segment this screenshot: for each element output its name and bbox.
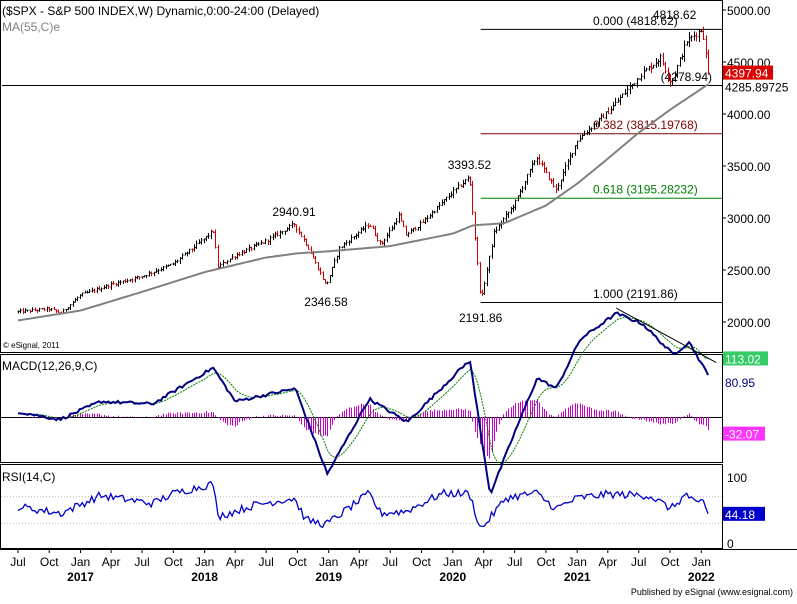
x-axis-year-label: 2020 [439, 570, 466, 584]
rsi-legend: RSI(14,C) [2, 470, 55, 484]
fib-level-label: 0.000 (4818.62) [593, 14, 678, 28]
fib-level-label: 0.618 (3195.28232) [593, 183, 698, 197]
macd-value-box [723, 376, 759, 390]
price-axis-label: 3500.00 [727, 160, 771, 174]
x-axis-label: Jan [195, 555, 214, 569]
chart-title: ($SPX - S&P 500 INDEX,W) Dynamic,0:00-24… [2, 4, 319, 18]
x-axis-label: Jul [10, 555, 25, 569]
x-axis-label: Apr [474, 555, 493, 569]
x-axis-year-label: 2017 [67, 570, 94, 584]
macd-value: 80.95 [725, 376, 755, 390]
x-axis-label: Oct [288, 555, 307, 569]
ma-line [17, 83, 709, 322]
price-annotation: 4818.62 [653, 8, 697, 22]
macd-hist-value: -32.07 [725, 428, 759, 442]
x-axis-label: Oct [164, 555, 183, 569]
x-axis-label: Oct [537, 555, 556, 569]
x-axis-label: Jan [568, 555, 587, 569]
x-axis-label: Apr [350, 555, 369, 569]
price-axis-label: 2500.00 [727, 264, 771, 278]
macd-legend: MACD(12,26,9,C) [2, 359, 97, 373]
x-axis-year-label: 2019 [315, 570, 342, 584]
macd-trendline [616, 307, 717, 364]
x-axis-label: Oct [412, 555, 431, 569]
x-axis-year-label: 2022 [688, 570, 715, 584]
rsi-last-value: 44.18 [725, 508, 755, 522]
copyright-label: © eSignal, 2011 [3, 341, 60, 350]
x-axis-label: Apr [598, 555, 617, 569]
x-axis-year-label: 2021 [564, 570, 591, 584]
x-axis-label: Jul [134, 555, 149, 569]
price-axis-label: 3000.00 [727, 212, 771, 226]
macd-signal-value: 113.02 [725, 352, 761, 366]
x-axis-label: Jan [319, 555, 338, 569]
x-axis-label: Oct [40, 555, 59, 569]
rsi-last-box [723, 506, 765, 521]
published-footer: Published by eSignal (www.esignal.com) [631, 587, 793, 597]
fib-level-label: (4278.94) [661, 70, 712, 84]
price-axis-label: 4000.00 [727, 108, 771, 122]
price-axis-label: 2000.00 [727, 316, 771, 330]
macd-signal-box [723, 351, 768, 366]
x-axis-label: Jan [71, 555, 90, 569]
x-axis-label: Apr [226, 555, 245, 569]
rsi-panel [0, 464, 723, 549]
rsi-axis-label: 100 [727, 471, 747, 485]
price-annotation: 2191.86 [459, 311, 503, 325]
price-annotation: 2346.58 [304, 295, 348, 309]
last-price-value: 4397.94 [725, 67, 769, 81]
x-axis-label: Jul [258, 555, 273, 569]
ma-legend: MA(55,C)e [2, 20, 60, 34]
x-axis-label: Jul [383, 555, 398, 569]
x-axis-label: Apr [102, 555, 121, 569]
x-axis-label: Jul [507, 555, 522, 569]
price-annotation: 2940.91 [272, 205, 316, 219]
fib-level-label: 0.382 (3815.19768) [593, 118, 698, 132]
macd-hist-box [723, 426, 765, 441]
x-axis-label: Jan [443, 555, 462, 569]
macd-line [17, 311, 710, 495]
price-panel [0, 0, 723, 353]
price-axis-label: 5000.00 [727, 4, 771, 18]
x-axis-label: Jan [692, 555, 711, 569]
x-axis-year-label: 2018 [191, 570, 218, 584]
fib-level-label: 1.000 (2191.86) [593, 287, 678, 301]
ma-last-value: 4285.89725 [725, 80, 789, 94]
x-axis-label: Jul [631, 555, 646, 569]
rsi-axis-label: 0 [727, 537, 734, 551]
ma-last-box [723, 79, 794, 94]
x-axis-label: Oct [661, 555, 680, 569]
rsi-line [17, 480, 709, 529]
last-price-box [723, 65, 773, 80]
price-annotation: 3393.52 [448, 158, 492, 172]
